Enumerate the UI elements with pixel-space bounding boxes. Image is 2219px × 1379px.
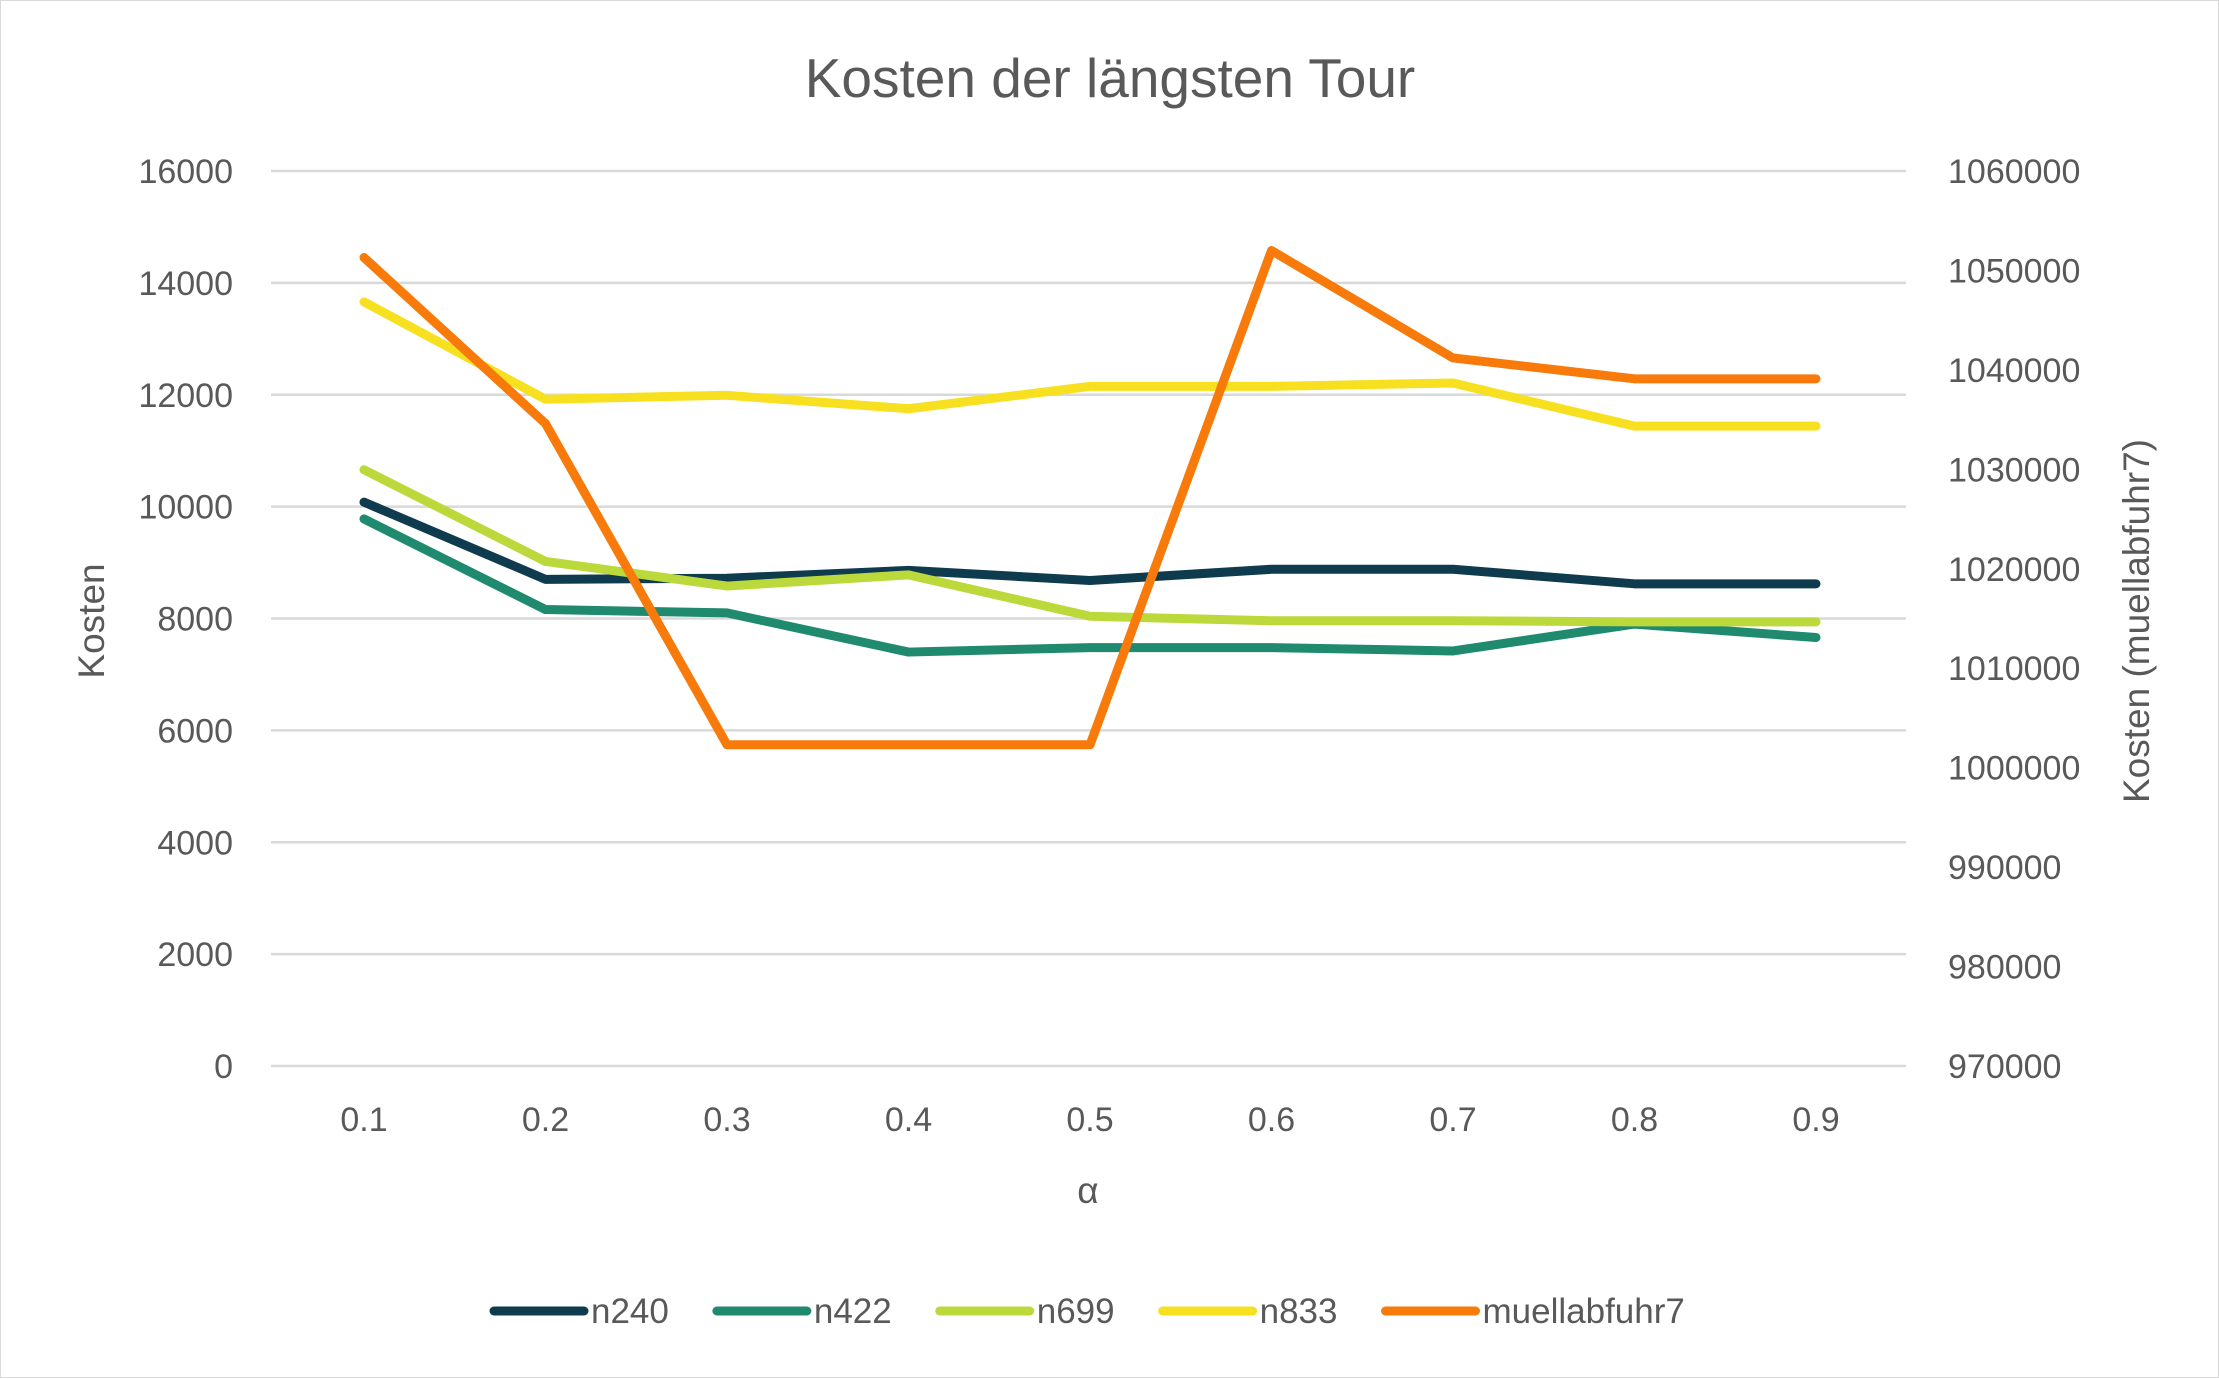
y2-tick-label: 1010000 [1948,650,2080,688]
series-line-n240 [359,497,1821,589]
series-line-muellabfuhr7 [359,246,1821,750]
series-line-n699 [359,465,1821,627]
y-tick-label: 4000 [157,824,233,862]
x-axis-ticks: 0.1 0.2 0.3 0.4 0.5 0.6 0.7 0.8 0.9 [340,1101,1839,1139]
y2-tick-label: 1050000 [1948,252,2080,290]
x-tick-label: 0.2 [522,1101,569,1139]
y-tick-label: 6000 [157,712,233,750]
series-line-n833 [359,297,1821,431]
x-tick-label: 0.4 [885,1101,932,1139]
y-tick-label: 12000 [138,377,233,415]
legend-label-n833: n833 [1260,1292,1338,1331]
legend: n240 n422 n699 n833 muellabfuhr7 [489,1292,1685,1331]
y-tick-label: 14000 [138,265,233,303]
y2-tick-label: 980000 [1948,949,2061,987]
x-tick-label: 0.6 [1248,1101,1295,1139]
y2-tick-label: 1020000 [1948,551,2080,589]
y-tick-label: 8000 [157,601,233,639]
x-tick-label: 0.9 [1792,1101,1839,1139]
legend-label-n422: n422 [814,1292,892,1331]
y2-axis-title: Kosten (muellabfuhr7) [2116,439,2157,803]
left-y-axis-ticks: 0 2000 4000 6000 8000 10000 12000 14000 16000 [138,153,233,1086]
x-tick-label: 0.8 [1611,1101,1658,1139]
y2-tick-label: 970000 [1948,1048,2061,1086]
y-tick-label: 2000 [157,936,233,974]
x-tick-label: 0.3 [703,1101,750,1139]
legend-label-n240: n240 [591,1292,669,1331]
chart-title: Kosten der längsten Tour [805,47,1416,109]
x-tick-label: 0.1 [340,1101,387,1139]
x-tick-label: 0.5 [1066,1101,1113,1139]
legend-label-muellabfuhr7: muellabfuhr7 [1483,1292,1685,1331]
y2-tick-label: 1030000 [1948,451,2080,489]
y2-tick-label: 1000000 [1948,750,2080,788]
y2-tick-label: 1040000 [1948,352,2080,390]
right-y-axis-ticks: 970000 980000 990000 1000000 1010000 1020000 1… [1948,153,2080,1086]
y-tick-label: 0 [214,1048,233,1086]
legend-label-n699: n699 [1037,1292,1115,1331]
y-tick-label: 10000 [138,489,233,527]
x-tick-label: 0.7 [1429,1101,1476,1139]
x-axis-title: α [1077,1170,1098,1211]
y-tick-label: 16000 [138,153,233,191]
series-line-n422 [359,514,1821,657]
y2-tick-label: 990000 [1948,849,2061,887]
y-axis-title: Kosten [71,563,112,678]
y2-tick-label: 1060000 [1948,153,2080,191]
series-lines [359,246,1821,750]
